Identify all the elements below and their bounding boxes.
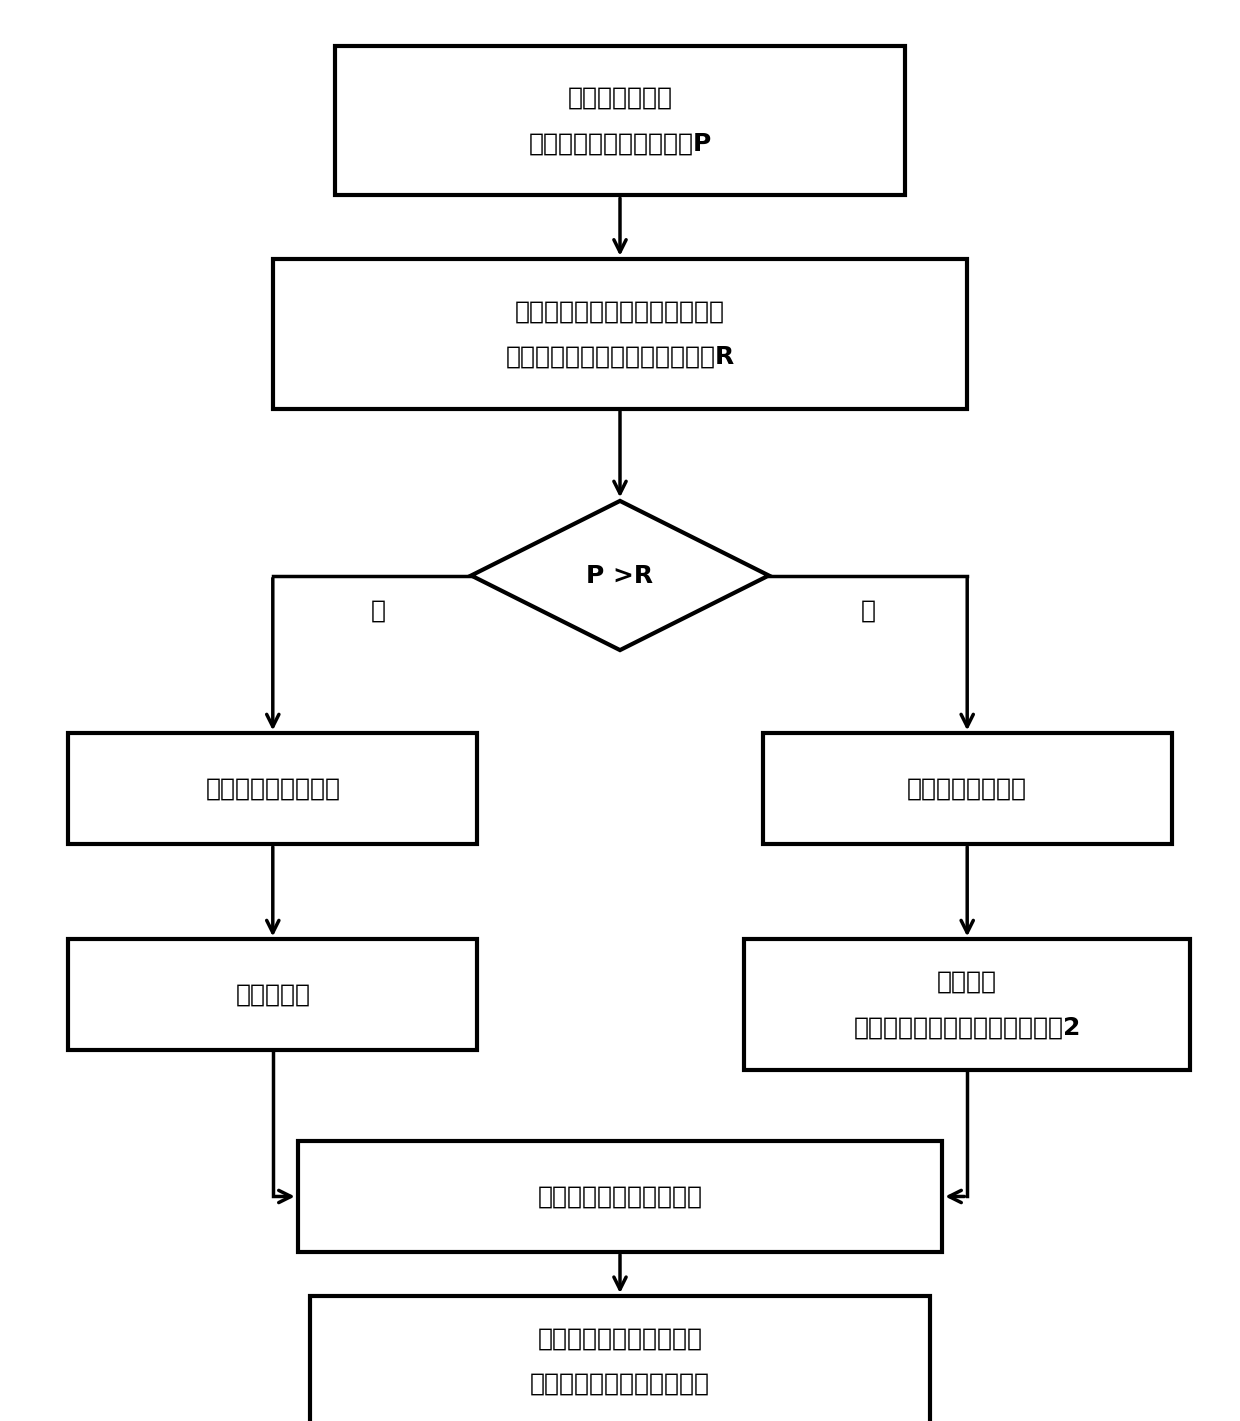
Text: P >R: P >R [587,564,653,587]
FancyBboxPatch shape [273,259,967,409]
Text: 到下次的电荷交换碰撞过程: 到下次的电荷交换碰撞过程 [529,1373,711,1395]
Text: 否: 否 [371,600,386,622]
Text: 若粒子到达边界则不参与: 若粒子到达边界则不参与 [537,1327,703,1350]
FancyBboxPatch shape [68,733,477,844]
Text: 数组，获得相应的随机数大小为R: 数组，获得相应的随机数大小为R [506,345,734,368]
Text: 不发生电荷交换碰撞: 不发生电荷交换碰撞 [206,777,340,800]
FancyBboxPatch shape [310,1296,930,1421]
Polygon shape [471,502,769,651]
FancyBboxPatch shape [744,939,1190,1070]
Text: 用粒子对应线程: 用粒子对应线程 [568,87,672,109]
Text: 发生电荷交换碰撞: 发生电荷交换碰撞 [908,777,1027,800]
Text: 是: 是 [861,600,875,622]
Text: 非碰撞处理: 非碰撞处理 [236,983,310,1006]
Text: 计算该粒子的碰撞几率为P: 计算该粒子的碰撞几率为P [528,132,712,155]
Text: 碰撞处理: 碰撞处理 [937,971,997,993]
FancyBboxPatch shape [335,45,905,196]
FancyBboxPatch shape [298,1141,942,1252]
FancyBboxPatch shape [763,733,1172,844]
Text: 用粒子线程的索引去索引随机数: 用粒子线程的索引去索引随机数 [515,300,725,323]
Text: 更新粒子速度，粒子属性标记为2: 更新粒子速度，粒子属性标记为2 [853,1016,1081,1039]
Text: 更新所有粒子的位置信息: 更新所有粒子的位置信息 [537,1185,703,1208]
FancyBboxPatch shape [68,939,477,1050]
